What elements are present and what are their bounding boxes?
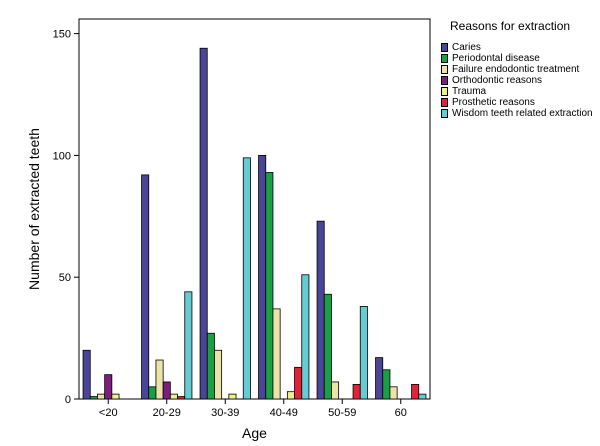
x-tick-label: <20 xyxy=(99,407,118,419)
legend-label: Orthodontic reasons xyxy=(452,75,543,86)
plot-frame xyxy=(78,18,431,400)
legend-item: Failure endodontic treatment xyxy=(441,64,600,75)
bar xyxy=(323,293,332,400)
y-tick-label: 0 xyxy=(65,394,71,406)
legend-label: Wisdom teeth related extraction xyxy=(452,108,593,119)
legend-label: Trauma xyxy=(452,86,487,97)
x-tick-label: 40-49 xyxy=(270,407,298,419)
bar xyxy=(155,359,164,400)
legend-item: Wisdom teeth related extraction xyxy=(441,108,600,119)
bar xyxy=(184,291,193,400)
legend-label: Failure endodontic treatment xyxy=(452,64,580,75)
bar xyxy=(169,393,178,400)
bar xyxy=(301,274,310,400)
bar xyxy=(272,308,281,400)
bar xyxy=(206,332,215,400)
bar xyxy=(375,357,384,400)
bar xyxy=(97,393,106,400)
x-tick-label: 30-39 xyxy=(211,407,239,419)
legend-label: Periodontal disease xyxy=(452,53,540,64)
bar xyxy=(82,349,91,400)
bar xyxy=(294,366,303,400)
legend-item: Caries xyxy=(441,42,600,53)
y-tick-label: 150 xyxy=(53,29,71,41)
bar xyxy=(141,174,150,400)
bar xyxy=(382,369,391,400)
legend-item: Periodontal disease xyxy=(441,53,600,64)
legend-swatch xyxy=(441,54,448,63)
legend-swatch xyxy=(441,98,448,107)
x-tick-label: 60 xyxy=(395,407,407,419)
bar xyxy=(214,349,223,400)
legend-item: Orthodontic reasons xyxy=(441,75,600,86)
bar xyxy=(111,393,120,400)
bar xyxy=(258,155,267,400)
legend-item: Trauma xyxy=(441,86,600,97)
legend: Caries Periodontal disease Failure endodon… xyxy=(441,42,600,119)
bar xyxy=(418,393,427,400)
bar xyxy=(331,381,340,400)
x-tick-label: 50-59 xyxy=(328,407,356,419)
legend-swatch xyxy=(441,87,448,96)
y-axis-label: Number of extracted teeth xyxy=(26,128,42,290)
bar xyxy=(148,386,157,400)
y-tick-label: 100 xyxy=(53,150,71,162)
bar xyxy=(411,383,420,400)
bar xyxy=(389,386,398,400)
bar xyxy=(104,374,113,400)
bar xyxy=(177,396,186,400)
bar xyxy=(199,47,208,400)
legend-label: Prosthetic reasons xyxy=(452,97,535,108)
bar xyxy=(242,157,251,400)
bar xyxy=(89,396,98,400)
legend-swatch xyxy=(441,109,448,118)
legend-label: Caries xyxy=(452,42,481,53)
legend-swatch xyxy=(441,65,448,74)
y-tick-label: 50 xyxy=(59,272,71,284)
bar xyxy=(162,381,171,400)
legend-swatch xyxy=(441,43,448,52)
bar xyxy=(316,220,325,400)
bar xyxy=(228,393,237,400)
legend-item: Prosthetic reasons xyxy=(441,97,600,108)
bar xyxy=(265,172,274,400)
bar xyxy=(286,391,295,400)
x-axis-label: Age xyxy=(242,425,267,441)
bar xyxy=(352,383,361,400)
legend-title: Reasons for extraction xyxy=(450,19,571,33)
x-tick-label: 20-29 xyxy=(153,407,181,419)
bar xyxy=(359,306,368,400)
legend-swatch xyxy=(441,76,448,85)
